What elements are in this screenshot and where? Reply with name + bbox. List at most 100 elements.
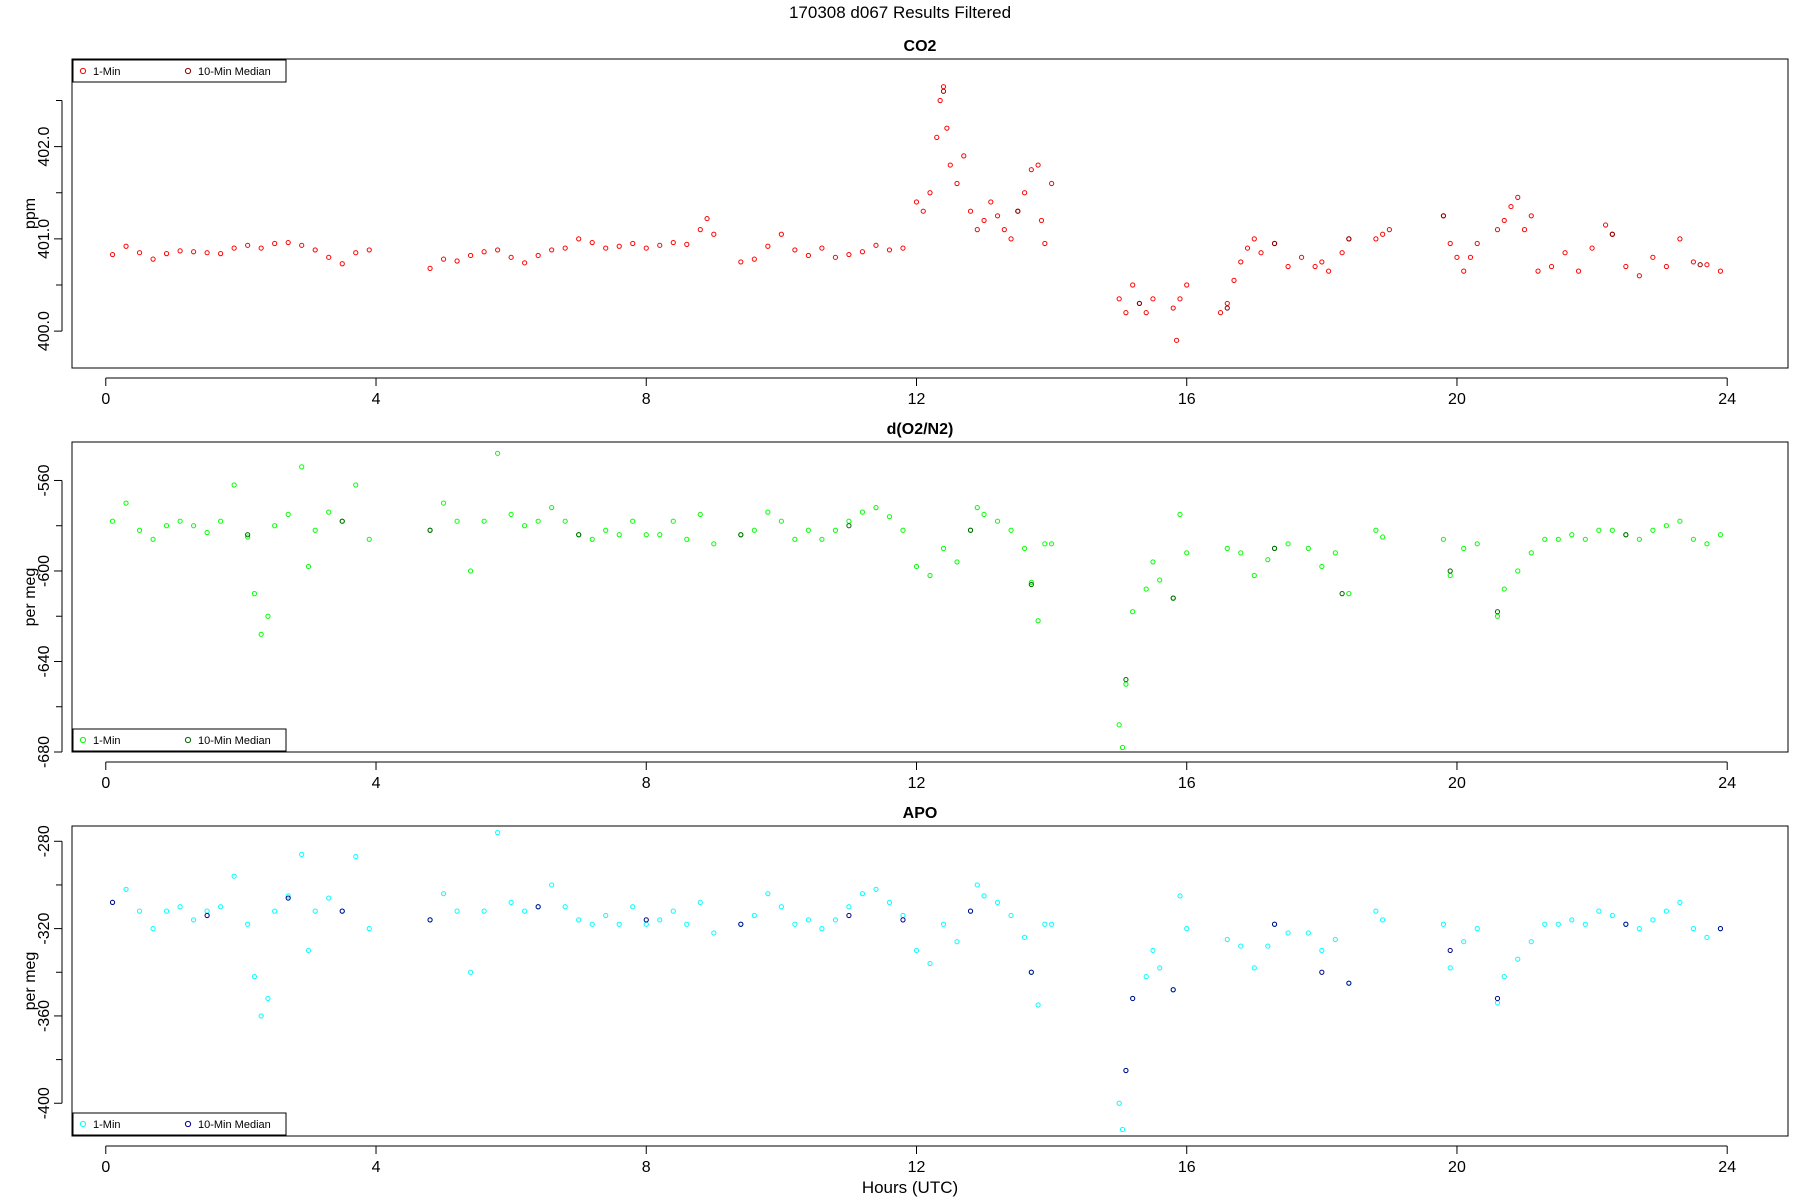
data-point	[1623, 263, 1629, 270]
data-point	[1650, 254, 1656, 260]
data-point	[1515, 568, 1521, 574]
data-point	[1224, 545, 1230, 551]
apo-series-10min-median	[109, 895, 1724, 1074]
data-point	[1143, 974, 1149, 980]
data-point	[1717, 926, 1724, 932]
legend-entry: 1-Min	[93, 735, 121, 747]
data-point	[191, 523, 197, 529]
data-point	[1690, 259, 1697, 265]
data-point	[697, 227, 703, 233]
data-point	[191, 917, 197, 923]
data-point	[1170, 595, 1176, 601]
data-point	[1582, 921, 1588, 927]
data-point	[204, 529, 210, 536]
data-point	[886, 514, 893, 520]
data-point	[265, 613, 271, 619]
data-point	[549, 247, 555, 253]
data-point	[258, 631, 264, 637]
y-tick-label: -320	[36, 912, 53, 944]
x-tick-label: 8	[642, 775, 651, 792]
data-point	[251, 974, 258, 980]
data-point	[366, 926, 372, 932]
data-point	[1224, 305, 1230, 311]
data-point	[353, 250, 359, 256]
data-point	[1150, 559, 1156, 565]
data-point	[265, 995, 271, 1002]
data-point	[967, 527, 974, 533]
data-point	[495, 450, 501, 456]
data-point	[1150, 947, 1156, 954]
data-point	[934, 134, 940, 141]
data-point	[109, 251, 116, 258]
legend-marker	[79, 67, 87, 75]
data-point	[670, 239, 676, 246]
data-point	[846, 251, 852, 258]
data-point	[630, 518, 636, 524]
data-point	[1021, 545, 1028, 551]
data-point	[204, 250, 210, 256]
data-point	[1312, 263, 1318, 270]
data-point	[616, 921, 622, 927]
data-point	[1170, 305, 1176, 311]
data-point	[1677, 899, 1683, 906]
x-tick-label: 24	[1718, 1159, 1736, 1176]
legend-entry: 1-Min	[93, 1119, 121, 1131]
data-point	[562, 518, 568, 524]
data-point	[1217, 310, 1224, 316]
data-point	[1184, 282, 1190, 288]
data-point	[1447, 240, 1453, 247]
data-point	[1224, 300, 1230, 307]
data-point	[927, 960, 933, 967]
data-point	[535, 518, 541, 524]
data-point	[657, 242, 663, 248]
co2-y-axis: 400.0 401.0 402.0	[36, 100, 63, 351]
x-tick-label: 12	[908, 391, 926, 408]
data-point	[738, 259, 744, 265]
data-point	[576, 532, 582, 538]
data-point	[1528, 550, 1534, 556]
data-point	[440, 891, 447, 897]
co2-plot-frame	[71, 58, 1789, 369]
data-point	[819, 245, 825, 251]
data-point	[1380, 917, 1386, 923]
data-point	[947, 162, 953, 168]
data-point	[299, 851, 305, 857]
apo-plot-frame	[71, 825, 1789, 1137]
data-point	[454, 258, 460, 264]
data-point	[1380, 534, 1386, 540]
legend-entry: 10-Min Median	[198, 66, 271, 78]
data-point	[1325, 268, 1332, 274]
data-point	[832, 254, 839, 260]
x-tick-label: 20	[1448, 391, 1466, 408]
data-point	[218, 904, 224, 910]
data-point	[576, 236, 582, 242]
data-point	[218, 251, 224, 257]
data-point	[1690, 926, 1697, 932]
data-point	[1555, 921, 1561, 927]
data-point	[1569, 532, 1575, 538]
data-point	[1136, 300, 1143, 307]
data-point	[467, 252, 474, 259]
data-point	[495, 247, 501, 253]
data-point	[873, 505, 879, 511]
data-point	[339, 518, 345, 524]
data-point	[1231, 277, 1237, 283]
data-point	[1663, 263, 1669, 270]
data-point	[1528, 213, 1534, 219]
data-point	[711, 231, 717, 237]
legend-box	[72, 1112, 287, 1136]
data-point	[1569, 917, 1575, 923]
data-point	[920, 208, 926, 214]
data-point	[1285, 263, 1291, 270]
data-point	[1542, 536, 1548, 542]
data-point	[136, 908, 143, 914]
data-point	[1332, 936, 1338, 943]
data-point	[454, 518, 460, 524]
data-point	[123, 243, 129, 249]
data-point	[481, 249, 487, 255]
data-point	[1461, 545, 1467, 551]
data-point	[859, 509, 866, 515]
data-point	[1285, 541, 1291, 547]
data-point	[1021, 190, 1028, 196]
